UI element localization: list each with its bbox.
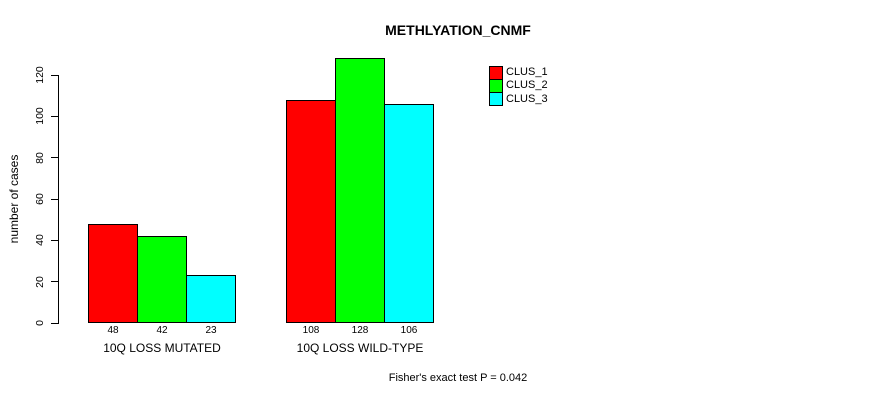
y-tick-label: 100 bbox=[34, 107, 46, 126]
bar-value-label: 23 bbox=[205, 325, 217, 336]
bar-clus_3 bbox=[384, 103, 434, 323]
bar-value-label: 128 bbox=[351, 325, 369, 336]
y-tick-mark bbox=[51, 115, 58, 117]
y-tick-label: 60 bbox=[34, 193, 46, 205]
annotation-text: Fisher's exact test P = 0.042 bbox=[388, 372, 528, 384]
y-axis-line bbox=[58, 75, 59, 324]
legend-swatch-clus_2 bbox=[489, 78, 503, 93]
y-tick-mark bbox=[51, 239, 58, 241]
legend-label: CLUS_1 bbox=[506, 66, 548, 78]
chart-title: METHLYATION_CNMF bbox=[385, 22, 531, 38]
bar-value-label: 48 bbox=[107, 325, 119, 336]
bar-clus_1 bbox=[286, 99, 336, 323]
y-axis-title: number of cases bbox=[7, 154, 21, 244]
y-tick-label: 120 bbox=[34, 66, 46, 84]
bar-value-label: 42 bbox=[156, 325, 168, 336]
bar-clus_3 bbox=[186, 275, 236, 323]
y-tick-label: 0 bbox=[34, 320, 46, 326]
legend-swatch-clus_1 bbox=[489, 65, 503, 80]
y-tick-label: 40 bbox=[34, 234, 46, 247]
y-tick-mark bbox=[51, 157, 58, 159]
category-label: 10Q LOSS MUTATED bbox=[103, 341, 221, 355]
y-tick-mark bbox=[51, 198, 58, 200]
legend-label: CLUS_2 bbox=[506, 79, 548, 92]
legend-label: CLUS_3 bbox=[506, 92, 548, 105]
y-tick-mark bbox=[51, 322, 58, 324]
bar-clus_2 bbox=[137, 236, 187, 323]
y-tick-mark bbox=[51, 281, 58, 283]
y-tick-label: 20 bbox=[34, 275, 46, 288]
y-tick-mark bbox=[51, 74, 58, 76]
y-tick-label: 80 bbox=[34, 151, 46, 164]
bar-value-label: 108 bbox=[302, 325, 320, 336]
bar-clus_2 bbox=[335, 58, 385, 323]
bar-value-label: 106 bbox=[400, 325, 418, 336]
category-label: 10Q LOSS WILD-TYPE bbox=[296, 341, 424, 355]
bar-clus_1 bbox=[88, 223, 138, 323]
legend-swatch-clus_3 bbox=[489, 92, 503, 107]
